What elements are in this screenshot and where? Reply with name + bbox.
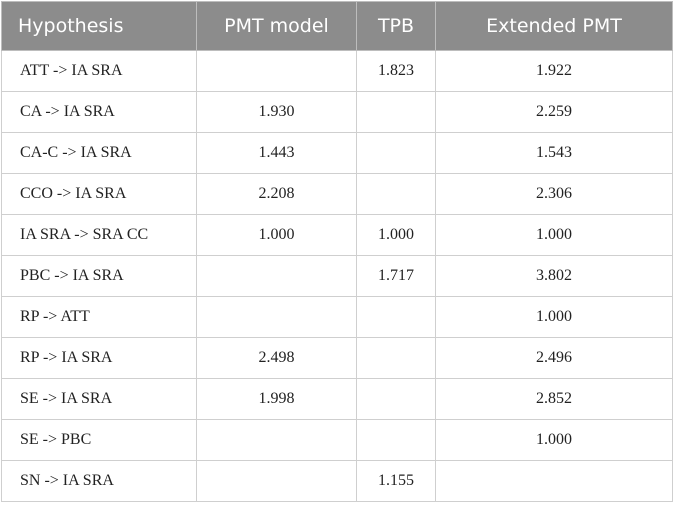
table-row: SN -> IA SRA 1.155 bbox=[1, 460, 673, 502]
hypothesis-cell: CA -> IA SRA bbox=[1, 91, 197, 133]
header-row: Hypothesis PMT model TPB Extended PMT bbox=[1, 1, 673, 51]
value-cell: 1.000 bbox=[435, 296, 673, 338]
table-row: CCO -> IA SRA 2.208 2.306 bbox=[1, 173, 673, 215]
value-cell: 1.000 bbox=[356, 214, 436, 256]
table-row: CA -> IA SRA 1.930 2.259 bbox=[1, 91, 673, 133]
empty-cell bbox=[356, 91, 436, 133]
empty-cell bbox=[196, 296, 357, 338]
empty-cell bbox=[356, 419, 436, 461]
header-cell: PMT model bbox=[196, 1, 357, 51]
value-cell: 1.717 bbox=[356, 255, 436, 297]
value-cell: 3.802 bbox=[435, 255, 673, 297]
empty-cell bbox=[356, 296, 436, 338]
hypothesis-cell: ATT -> IA SRA bbox=[1, 50, 197, 92]
table-row: RP -> IA SRA 2.498 2.496 bbox=[1, 337, 673, 379]
value-cell: 1.543 bbox=[435, 132, 673, 174]
table-body: ATT -> IA SRA 1.823 1.922 CA -> IA SRA 1.930… bbox=[1, 50, 673, 502]
empty-cell bbox=[196, 419, 357, 461]
hypothesis-cell: RP -> ATT bbox=[1, 296, 197, 338]
value-cell: 1.930 bbox=[196, 91, 357, 133]
value-cell: 2.259 bbox=[435, 91, 673, 133]
value-cell: 1.922 bbox=[435, 50, 673, 92]
table-row: IA SRA -> SRA CC 1.000 1.000 1.000 bbox=[1, 214, 673, 256]
value-cell: 1.000 bbox=[196, 214, 357, 256]
value-cell: 1.823 bbox=[356, 50, 436, 92]
header-cell: Extended PMT bbox=[435, 1, 673, 51]
empty-cell bbox=[196, 50, 357, 92]
empty-cell bbox=[356, 378, 436, 420]
hypothesis-cell: CA-C -> IA SRA bbox=[1, 132, 197, 174]
value-cell: 1.155 bbox=[356, 460, 436, 502]
value-cell: 2.496 bbox=[435, 337, 673, 379]
table-row: PBC -> IA SRA 1.717 3.802 bbox=[1, 255, 673, 297]
hypothesis-cell: RP -> IA SRA bbox=[1, 337, 197, 379]
empty-cell bbox=[196, 460, 357, 502]
empty-cell bbox=[356, 337, 436, 379]
value-cell: 1.000 bbox=[435, 214, 673, 256]
table-row: SE -> IA SRA 1.998 2.852 bbox=[1, 378, 673, 420]
table-row: RP -> ATT 1.000 bbox=[1, 296, 673, 338]
empty-cell bbox=[435, 460, 673, 502]
value-cell: 2.852 bbox=[435, 378, 673, 420]
value-cell: 1.443 bbox=[196, 132, 357, 174]
hypothesis-cell: CCO -> IA SRA bbox=[1, 173, 197, 215]
header-cell: TPB bbox=[356, 1, 436, 51]
empty-cell bbox=[356, 132, 436, 174]
empty-cell bbox=[356, 173, 436, 215]
table-row: SE -> PBC 1.000 bbox=[1, 419, 673, 461]
hypothesis-cell: SE -> PBC bbox=[1, 419, 197, 461]
value-cell: 1.000 bbox=[435, 419, 673, 461]
hypothesis-cell: PBC -> IA SRA bbox=[1, 255, 197, 297]
value-cell: 2.208 bbox=[196, 173, 357, 215]
value-cell: 2.498 bbox=[196, 337, 357, 379]
hypothesis-cell: SE -> IA SRA bbox=[1, 378, 197, 420]
empty-cell bbox=[196, 255, 357, 297]
table: Hypothesis PMT model TPB Extended PMT ATT -… bbox=[1, 1, 673, 502]
header-cell: Hypothesis bbox=[1, 1, 197, 51]
table-row: ATT -> IA SRA 1.823 1.922 bbox=[1, 50, 673, 92]
table-row: CA-C -> IA SRA 1.443 1.543 bbox=[1, 132, 673, 174]
hypothesis-cell: IA SRA -> SRA CC bbox=[1, 214, 197, 256]
hypothesis-cell: SN -> IA SRA bbox=[1, 460, 197, 502]
value-cell: 1.998 bbox=[196, 378, 357, 420]
value-cell: 2.306 bbox=[435, 173, 673, 215]
